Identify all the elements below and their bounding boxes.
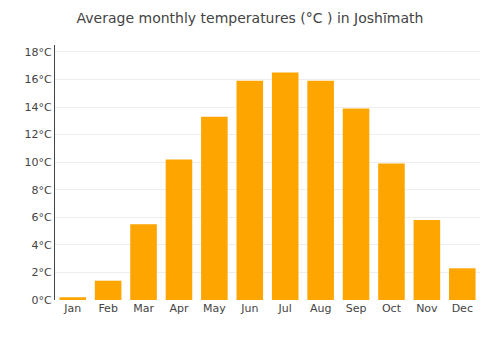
svg-text:0°C: 0°C (32, 294, 52, 307)
svg-text:Feb: Feb (98, 302, 117, 315)
svg-text:4°C: 4°C (32, 239, 52, 252)
svg-text:2°C: 2°C (32, 266, 52, 279)
svg-text:Sep: Sep (346, 302, 367, 315)
svg-text:Average monthly temperatures (: Average monthly temperatures (°C ) in Jo… (77, 10, 424, 26)
svg-text:May: May (203, 302, 226, 315)
svg-text:6°C: 6°C (32, 211, 52, 224)
svg-text:Oct: Oct (382, 302, 402, 315)
svg-text:Jun: Jun (240, 302, 258, 315)
svg-text:10°C: 10°C (25, 156, 52, 169)
svg-text:Jul: Jul (278, 302, 292, 315)
svg-text:Mar: Mar (133, 302, 154, 315)
svg-text:18°C: 18°C (25, 46, 52, 59)
svg-text:Apr: Apr (169, 302, 189, 315)
svg-text:12°C: 12°C (25, 128, 52, 141)
svg-text:Dec: Dec (452, 302, 473, 315)
svg-text:Jan: Jan (63, 302, 81, 315)
svg-text:14°C: 14°C (25, 101, 52, 114)
svg-text:16°C: 16°C (25, 73, 52, 86)
svg-text:8°C: 8°C (32, 184, 52, 197)
svg-text:Nov: Nov (416, 302, 438, 315)
svg-text:Aug: Aug (310, 302, 331, 315)
